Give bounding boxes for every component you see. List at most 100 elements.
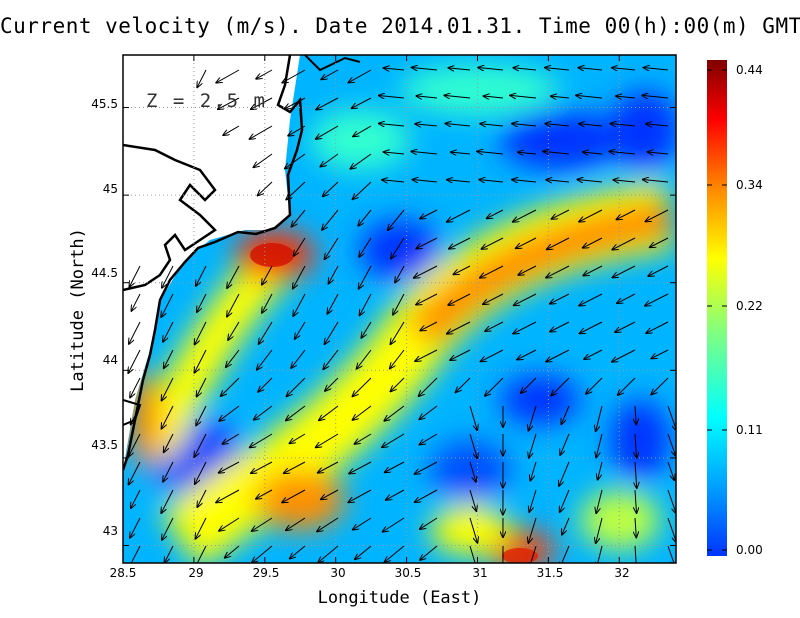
velocity-arrow	[327, 293, 339, 314]
velocity-arrow	[348, 489, 372, 502]
velocity-arrow	[216, 69, 240, 83]
velocity-arrow	[487, 209, 504, 218]
velocity-arrow	[469, 461, 476, 482]
x-tick-label: 31.5	[536, 566, 564, 580]
velocity-arrow	[584, 349, 603, 359]
velocity-arrow	[391, 237, 405, 259]
y-tick-label: 44.5	[91, 266, 118, 280]
velocity-arrow	[416, 293, 438, 305]
velocity-arrow	[445, 124, 471, 126]
velocity-arrow	[648, 265, 669, 276]
colorbar-tick-label: 0.00	[736, 543, 763, 557]
velocity-arrow	[385, 545, 405, 562]
velocity-arrow	[552, 209, 570, 219]
velocity-arrow	[162, 377, 174, 401]
velocity-arrow	[379, 123, 405, 126]
velocity-arrow	[325, 237, 339, 259]
velocity-arrow	[415, 461, 438, 474]
velocity-arrow	[129, 265, 141, 287]
velocity-arrow	[321, 489, 339, 499]
colorbar	[707, 60, 727, 556]
velocity-arrow	[609, 151, 636, 154]
x-tick-label: 32	[614, 566, 630, 580]
velocity-arrow	[551, 96, 570, 98]
velocity-arrow	[645, 293, 669, 306]
velocity-arrow	[128, 545, 141, 563]
velocity-arrow	[643, 179, 669, 182]
velocity-arrow	[516, 237, 537, 248]
velocity-arrow	[388, 209, 405, 230]
velocity-arrow	[480, 124, 504, 126]
velocity-arrow	[667, 433, 676, 456]
velocity-arrow	[419, 405, 438, 419]
velocity-arrow	[384, 152, 405, 154]
velocity-arrow	[615, 321, 636, 332]
velocity-arrow	[130, 517, 141, 538]
velocity-arrow	[197, 69, 207, 87]
velocity-arrow	[162, 265, 174, 288]
velocity-arrow	[353, 125, 372, 136]
velocity-arrow	[547, 237, 570, 249]
velocity-arrow	[161, 489, 174, 513]
velocity-arrow	[294, 237, 306, 256]
velocity-arrow	[616, 96, 636, 98]
velocity-arrow	[256, 489, 273, 499]
velocity-arrow	[413, 180, 438, 182]
velocity-arrow	[560, 545, 570, 563]
velocity-arrow	[218, 97, 240, 109]
velocity-arrow	[451, 152, 471, 154]
velocity-arrow	[291, 349, 306, 368]
velocity-arrow	[513, 68, 537, 70]
velocity-arrow	[481, 237, 504, 249]
velocity-arrow	[129, 321, 141, 344]
velocity-arrow	[285, 153, 306, 168]
velocity-arrow	[282, 489, 306, 502]
velocity-arrow	[449, 68, 471, 70]
velocity-arrow	[528, 517, 537, 543]
velocity-arrow	[350, 153, 372, 169]
velocity-arrow	[282, 69, 306, 83]
velocity-arrow	[456, 377, 471, 392]
velocity-arrow	[353, 405, 372, 420]
velocity-arrow	[415, 124, 438, 126]
velocity-arrow	[414, 265, 438, 278]
velocity-arrow	[316, 125, 339, 139]
velocity-arrow	[479, 180, 504, 182]
colorbar-tick-label: 0.44	[736, 63, 763, 77]
velocity-arrow	[485, 321, 504, 331]
velocity-arrow	[293, 293, 306, 316]
y-tick-label: 45.5	[91, 97, 118, 111]
velocity-arrow	[651, 349, 669, 358]
velocity-arrow	[469, 545, 477, 563]
velocity-arrow	[161, 293, 174, 317]
velocity-arrow	[131, 293, 141, 311]
velocity-arrow	[419, 377, 438, 396]
velocity-arrow	[579, 293, 603, 306]
x-tick-label: 30.5	[394, 566, 422, 580]
velocity-arrow	[216, 489, 240, 502]
velocity-arrow	[579, 124, 603, 126]
velocity-arrow	[586, 377, 603, 394]
velocity-arrow	[292, 209, 306, 227]
velocity-arrow	[611, 124, 636, 126]
velocity-arrow	[197, 489, 207, 507]
velocity-arrow	[325, 321, 339, 344]
velocity-arrow	[194, 349, 207, 373]
velocity-arrow	[379, 95, 405, 98]
velocity-arrow	[583, 265, 603, 276]
velocity-arrow	[221, 377, 240, 396]
velocity-arrow	[352, 97, 372, 108]
velocity-arrow	[484, 96, 504, 98]
velocity-arrow	[286, 181, 306, 200]
velocity-arrow	[645, 209, 669, 221]
velocity-arrow	[617, 293, 636, 303]
colorbar-tick-label: 0.22	[736, 299, 763, 313]
velocity-arrow	[390, 321, 405, 344]
velocity-arrow	[635, 517, 636, 537]
velocity-arrow	[251, 461, 273, 473]
velocity-arrow	[596, 545, 603, 563]
velocity-arrow	[512, 124, 537, 126]
velocity-arrow	[613, 180, 636, 182]
velocity-arrow	[646, 321, 669, 333]
